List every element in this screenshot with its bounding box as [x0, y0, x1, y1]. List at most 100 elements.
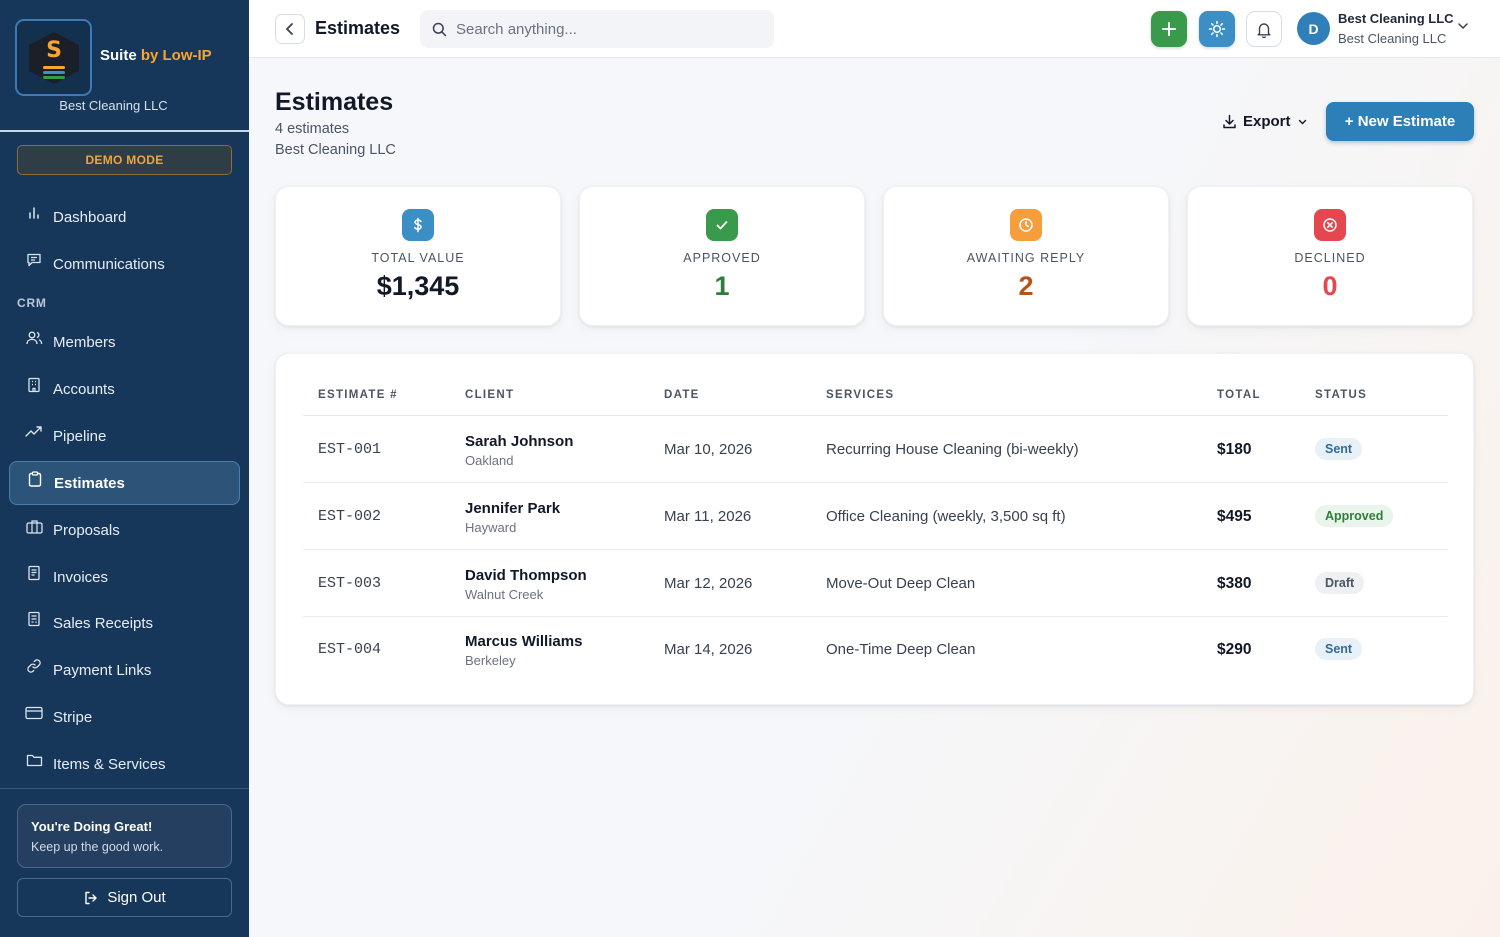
sidebar-item-label: Communications	[53, 255, 165, 273]
brand-company: Best Cleaning LLC	[59, 98, 168, 113]
dollar-icon	[402, 209, 434, 241]
sidebar-item-label: Items & Services	[53, 755, 166, 773]
column-header-date[interactable]: DATE	[664, 389, 700, 401]
encouragement-card: You're Doing Great! Keep up the good wor…	[17, 804, 232, 868]
estimate-services: One-Time Deep Clean	[826, 641, 976, 658]
estimate-date: Mar 12, 2026	[664, 575, 753, 592]
column-header-client[interactable]: CLIENT	[465, 389, 515, 401]
estimate-date: Mar 10, 2026	[664, 441, 753, 458]
logout-icon	[83, 890, 99, 906]
table-row[interactable]: EST-003 David Thompson Walnut Creek Mar …	[303, 550, 1448, 617]
sidebar-item-items-services[interactable]: Items & Services	[9, 742, 240, 786]
theme-toggle-button[interactable]	[1199, 11, 1235, 47]
bar-chart-icon	[25, 204, 43, 222]
receipt-icon	[25, 564, 43, 582]
sidebar-item-payment-links[interactable]: Payment Links	[9, 648, 240, 692]
stat-card-total-value: TOTAL VALUE $1,345	[275, 186, 561, 326]
estimate-number: EST-004	[318, 641, 382, 658]
logo-letter: S	[46, 38, 62, 63]
users-icon	[25, 329, 43, 347]
page-title: Estimates	[275, 88, 394, 116]
client-name: Jennifer Park	[465, 500, 561, 517]
clipboard-icon	[26, 470, 44, 488]
sidebar-item-label: Sales Receipts	[53, 614, 154, 632]
search-bar[interactable]	[420, 10, 774, 48]
search-icon	[432, 22, 447, 37]
estimate-total: $380	[1217, 575, 1252, 592]
user-organization: Best Cleaning LLC	[1338, 31, 1447, 46]
brand-header: S Suite by Low-IP Best Cleaning LLC	[0, 0, 249, 132]
new-estimate-button[interactable]: + New Estimate	[1326, 102, 1474, 141]
sidebar-item-label: Proposals	[53, 521, 120, 539]
encouragement-text: Keep up the good work.	[31, 840, 164, 854]
sidebar: S Suite by Low-IP Best Cleaning LLC DEMO…	[0, 0, 249, 937]
estimate-date: Mar 11, 2026	[664, 508, 752, 525]
chevron-left-icon	[285, 22, 295, 36]
client-city: Walnut Creek	[465, 587, 544, 602]
receipt-icon	[25, 610, 43, 628]
estimate-total: $495	[1217, 508, 1252, 525]
plus-icon	[1161, 21, 1177, 37]
sign-out-button[interactable]: Sign Out	[17, 878, 232, 917]
sidebar-item-members[interactable]: Members	[9, 320, 240, 364]
status-badge: Approved	[1315, 505, 1394, 527]
sidebar-item-pipeline[interactable]: Pipeline	[9, 414, 240, 458]
user-menu-chevron-down-icon[interactable]	[1457, 22, 1469, 30]
sidebar-item-label: Dashboard	[53, 208, 127, 226]
clock-icon	[1010, 209, 1042, 241]
quick-add-button[interactable]	[1151, 11, 1187, 47]
sidebar-item-sales-receipts[interactable]: Sales Receipts	[9, 601, 240, 645]
estimate-services: Office Cleaning (weekly, 3,500 sq ft)	[826, 508, 1066, 525]
avatar[interactable]: D	[1297, 12, 1330, 45]
sidebar-item-proposals[interactable]: Proposals	[9, 508, 240, 552]
sidebar-item-invoices[interactable]: Invoices	[9, 555, 240, 599]
estimate-total: $180	[1217, 441, 1252, 458]
column-header-status[interactable]: STATUS	[1315, 389, 1368, 401]
page-company: Best Cleaning LLC	[275, 142, 396, 158]
top-bar: Estimates D Best Cleaning LLC Best Clean…	[249, 0, 1500, 58]
estimates-table: ESTIMATE # CLIENT DATE SERVICES TOTAL ST…	[275, 353, 1474, 705]
topbar-title: Estimates	[315, 18, 401, 38]
sidebar-item-communications[interactable]: Communications	[9, 242, 240, 286]
export-label: Export	[1243, 113, 1291, 130]
trend-icon	[25, 423, 43, 441]
folder-icon	[25, 751, 43, 769]
sidebar-item-label: Accounts	[53, 380, 115, 398]
sidebar-item-estimates[interactable]: Estimates	[9, 461, 240, 505]
column-header-services[interactable]: SERVICES	[826, 389, 895, 401]
status-badge: Draft	[1315, 572, 1365, 594]
check-icon	[706, 209, 738, 241]
export-button[interactable]: Export	[1222, 113, 1307, 130]
status-badge: Sent	[1315, 438, 1363, 460]
brand-name-prefix: Suite	[100, 47, 141, 64]
briefcase-icon	[25, 517, 43, 535]
estimates-count: 4 estimates	[275, 121, 350, 137]
column-header-estimate[interactable]: ESTIMATE #	[318, 389, 398, 401]
sidebar-item-dashboard[interactable]: Dashboard	[9, 195, 240, 239]
sun-icon	[1208, 20, 1226, 38]
sidebar-item-label: Pipeline	[53, 427, 107, 445]
sidebar-item-label: Estimates	[54, 474, 125, 492]
column-header-total[interactable]: TOTAL	[1217, 389, 1261, 401]
stat-label: APPROVED	[683, 251, 761, 265]
notifications-button[interactable]	[1246, 11, 1282, 47]
client-city: Oakland	[465, 453, 514, 468]
stat-value: 2	[1018, 271, 1034, 301]
estimate-number: EST-003	[318, 575, 382, 592]
search-input[interactable]	[456, 20, 756, 38]
stat-label: DECLINED	[1294, 251, 1366, 265]
table-row[interactable]: EST-004 Marcus Williams Berkeley Mar 14,…	[303, 616, 1448, 683]
client-city: Hayward	[465, 520, 517, 535]
estimate-services: Move-Out Deep Clean	[826, 575, 976, 592]
sidebar-item-accounts[interactable]: Accounts	[9, 367, 240, 411]
user-name[interactable]: Best Cleaning LLC	[1338, 11, 1454, 26]
stat-card-declined: DECLINED 0	[1187, 186, 1473, 326]
stat-card-approved: APPROVED 1	[579, 186, 865, 326]
sidebar-item-stripe[interactable]: Stripe	[9, 695, 240, 739]
app-logo[interactable]: S	[15, 19, 92, 96]
client-name: David Thompson	[465, 567, 587, 584]
back-button[interactable]	[275, 14, 305, 44]
table-row[interactable]: EST-002 Jennifer Park Hayward Mar 11, 20…	[303, 483, 1448, 550]
table-row[interactable]: EST-001 Sarah Johnson Oakland Mar 10, 20…	[303, 416, 1448, 483]
brand-name: Suite by Low-IP	[100, 47, 212, 64]
